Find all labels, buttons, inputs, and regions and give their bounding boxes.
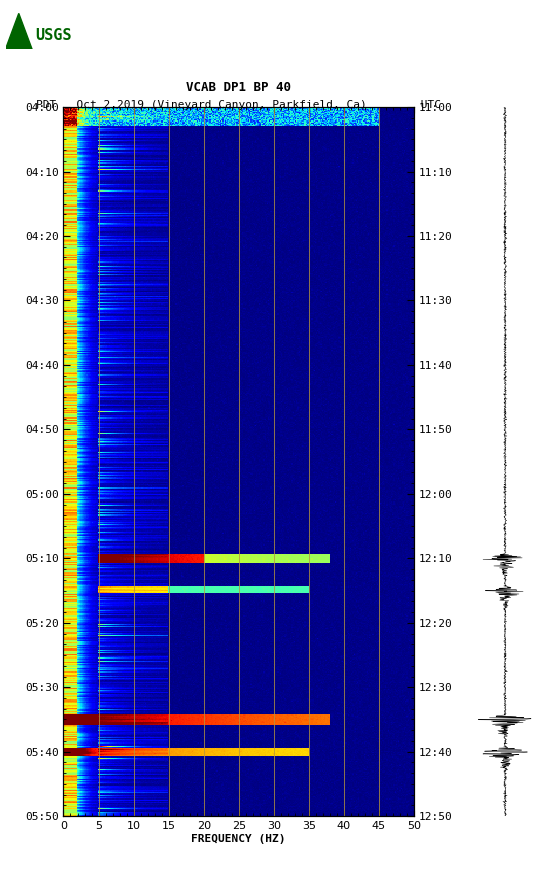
Text: USGS: USGS [35, 29, 72, 43]
Text: PDT   Oct 2,2019 (Vineyard Canyon, Parkfield, Ca)        UTC: PDT Oct 2,2019 (Vineyard Canyon, Parkfie… [36, 100, 441, 110]
Text: VCAB DP1 BP 40: VCAB DP1 BP 40 [186, 80, 291, 94]
X-axis label: FREQUENCY (HZ): FREQUENCY (HZ) [192, 834, 286, 844]
Polygon shape [6, 13, 32, 49]
